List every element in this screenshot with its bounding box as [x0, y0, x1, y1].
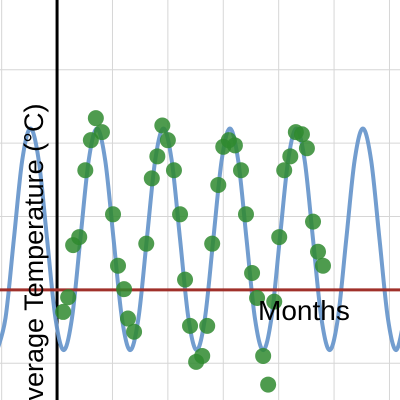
data-point: [182, 317, 199, 334]
data-point: [282, 148, 299, 165]
data-point: [271, 229, 288, 246]
data-point: [276, 162, 293, 179]
data-point: [55, 303, 72, 320]
data-point: [110, 257, 127, 274]
data-point: [314, 257, 331, 274]
data-point: [159, 132, 176, 149]
data-point: [119, 310, 136, 327]
data-point: [143, 170, 160, 187]
data-point: [210, 176, 227, 193]
data-point: [266, 293, 283, 310]
data-point: [60, 289, 77, 306]
data-point: [249, 289, 266, 306]
data-point: [204, 235, 221, 252]
data-point: [105, 206, 122, 223]
data-point: [87, 110, 104, 127]
data-point: [138, 235, 155, 252]
data-point: [177, 271, 194, 288]
data-point: [232, 162, 249, 179]
x-axis-label: Months: [258, 295, 350, 326]
data-point: [93, 124, 110, 141]
data-point: [305, 213, 322, 230]
data-point: [149, 148, 166, 165]
data-point: [255, 347, 272, 364]
data-point: [165, 162, 182, 179]
data-point: [77, 162, 94, 179]
data-point: [71, 229, 88, 246]
data-point: [126, 323, 143, 340]
data-point: [298, 140, 315, 157]
y-axis-label: Average Temperature (°C): [19, 104, 49, 400]
data-point: [244, 265, 261, 282]
data-point: [293, 126, 310, 143]
data-point: [226, 137, 243, 154]
model-curve: [0, 126, 400, 353]
data-point: [172, 206, 189, 223]
data-point: [154, 117, 171, 134]
data-point: [237, 206, 254, 223]
data-point: [82, 132, 99, 149]
data-point: [260, 376, 277, 393]
data-point: [199, 317, 216, 334]
data-point: [310, 243, 327, 260]
data-point: [194, 347, 211, 364]
data-point: [116, 281, 133, 298]
